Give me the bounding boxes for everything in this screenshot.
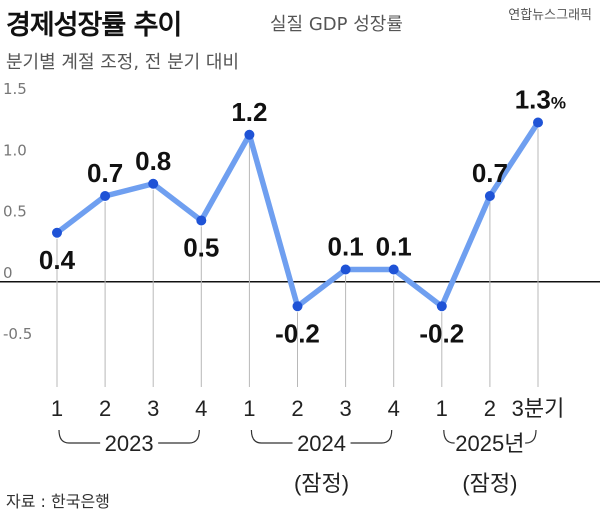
series-line: [54, 119, 541, 309]
x-tick-label: 2: [99, 396, 111, 421]
year-bracket: [525, 429, 537, 444]
unit-label: %: [551, 94, 566, 113]
year-sublabel: (잠정): [294, 471, 349, 496]
data-point: [244, 129, 255, 140]
y-tick-label: -0.5: [3, 325, 32, 343]
x-tick-label: 4: [195, 396, 207, 421]
x-tick-label: 3: [339, 396, 351, 421]
x-tick-label: 2: [291, 396, 303, 421]
x-tick-label: 3: [147, 396, 159, 421]
year-sublabel: (잠정): [462, 471, 517, 496]
x-tick-label: 1: [436, 396, 448, 421]
data-label: 1.3%: [515, 85, 566, 115]
data-label: 0.5: [183, 233, 219, 263]
x-tick-label: 3분기: [512, 396, 565, 421]
source-label: 자료 : 한국은행: [6, 492, 110, 511]
data-label: 0.4: [39, 245, 76, 275]
year-bracket: [443, 429, 455, 444]
data-label: 0.1: [376, 232, 412, 262]
y-tick-label: 1.0: [3, 141, 27, 159]
data-point: [388, 264, 399, 275]
data-point: [340, 264, 351, 275]
data-point: [292, 301, 303, 312]
data-point: [533, 117, 543, 128]
y-tick-label: 1.5: [3, 80, 27, 98]
chart-note: 분기별 계절 조정, 전 분기 대비: [6, 52, 240, 73]
y-tick-label: 0: [3, 264, 13, 282]
data-point: [100, 191, 111, 201]
x-tick-label: 1: [243, 396, 255, 421]
data-point: [484, 191, 495, 201]
data-label: 0.1: [328, 232, 364, 262]
chart-subtitle: 실질 GDP 성장률: [270, 14, 403, 35]
year-bracket: [350, 429, 393, 444]
y-tick-label: 0.5: [3, 203, 27, 221]
data-point: [196, 215, 207, 226]
data-label: -0.2: [275, 318, 320, 348]
year-label: 2025년: [455, 431, 524, 456]
data-label: 1.2: [231, 97, 267, 127]
year-bracket: [58, 429, 101, 444]
chart-title: 경제성장률 추이: [6, 10, 182, 41]
data-point: [436, 301, 447, 312]
data-point: [148, 178, 159, 189]
year-bracket: [250, 429, 293, 444]
year-bracket: [158, 429, 200, 444]
data-label: -0.2: [419, 318, 464, 348]
data-label: 0.7: [472, 158, 508, 188]
x-tick-label: 2: [484, 396, 496, 421]
year-label: 2024: [297, 431, 346, 456]
data-point: [52, 227, 62, 238]
data-label: 0.8: [135, 146, 171, 176]
data-label: 0.7: [87, 158, 123, 188]
year-label: 2023: [105, 431, 154, 456]
x-tick-label: 4: [388, 396, 400, 421]
x-tick-label: 1: [51, 396, 63, 421]
credit-label: 연합뉴스그래픽: [508, 8, 592, 23]
